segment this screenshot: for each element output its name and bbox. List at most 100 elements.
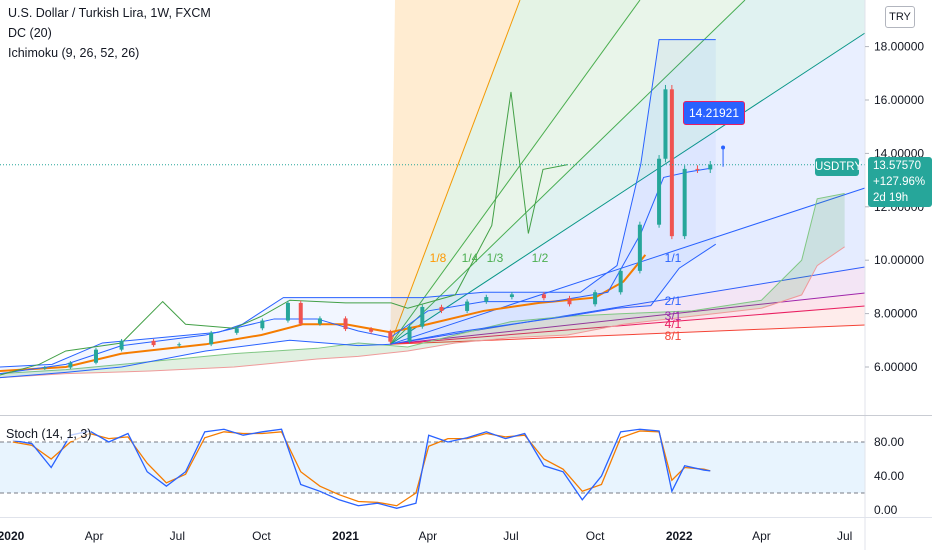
fan-line	[390, 187, 866, 345]
price-tick-label: 8.00000	[874, 307, 918, 321]
symbol-tag: USDTRY	[815, 158, 863, 176]
currency-button[interactable]: TRY	[885, 6, 915, 28]
candle-body	[234, 328, 239, 333]
fan-label: 1/2	[532, 251, 549, 265]
time-tick-label: Jul	[170, 529, 185, 543]
candle-body	[593, 292, 598, 305]
candle-body	[343, 318, 348, 330]
stoch-tick-label: 0.00	[874, 503, 898, 517]
indicator-dc-label[interactable]: DC (20)	[8, 26, 52, 40]
candle-body	[369, 329, 374, 332]
stoch-tick-label: 80.00	[874, 435, 904, 449]
senkou-b-line	[0, 246, 845, 379]
indicator-ichimoku-label[interactable]: Ichimoku (9, 26, 52, 26)	[8, 46, 140, 60]
price-tick-label: 6.00000	[874, 360, 918, 374]
fan-label: 1/8	[430, 251, 447, 265]
time-tick-label: 2020	[0, 529, 25, 543]
gann-fan	[389, 0, 866, 345]
fan-label: 1/3	[487, 251, 504, 265]
time-tick-label: Jul	[503, 529, 518, 543]
fan-line	[390, 305, 866, 345]
candle-body	[541, 294, 546, 299]
candle-body	[260, 320, 265, 329]
time-tick-label: Jul	[837, 529, 852, 543]
fan-zone	[390, 293, 865, 345]
time-tick-label: Oct	[586, 529, 605, 543]
donchian-lower	[0, 243, 717, 379]
stoch-tick-label: 40.00	[874, 469, 904, 483]
fan-labels: 1/8 1/4 1/3 1/2 1/1 2/13/14/18/1	[430, 251, 682, 343]
candle-body	[151, 340, 156, 346]
fan-label: 3/1	[665, 309, 682, 323]
candle-body	[509, 294, 514, 298]
fan-line	[390, 32, 866, 345]
last-price-line	[0, 145, 865, 167]
ichimoku-lines	[0, 91, 712, 376]
candle-body	[567, 298, 572, 305]
fan-label: 8/1	[665, 329, 682, 343]
fan-label: 4/1	[665, 317, 682, 331]
fan-line	[389, 0, 746, 345]
fan-zone	[390, 306, 865, 345]
candle-body	[465, 301, 470, 311]
target-point	[721, 145, 726, 150]
candle-body	[317, 318, 322, 324]
price-tick-label: 14.00000	[874, 146, 924, 160]
donchian-fill	[0, 39, 716, 378]
fan-line	[389, 0, 641, 345]
candle-body	[669, 89, 674, 237]
price-tick-label: 18.00000	[874, 40, 924, 54]
candle-body	[484, 297, 489, 302]
candle-body	[657, 158, 662, 225]
stoch-indicator-label[interactable]: Stoch (14, 1, 3)	[6, 427, 92, 441]
candle-body	[209, 332, 214, 345]
candle-body	[682, 168, 687, 237]
time-tick-label: Apr	[418, 529, 437, 543]
fan-zone	[390, 188, 865, 345]
bar-countdown: 2d 19h	[873, 192, 909, 204]
fan-line	[389, 0, 521, 345]
candle-body	[177, 344, 182, 346]
price-tick-label: 10.00000	[874, 253, 924, 267]
chikou-line	[0, 91, 568, 376]
candle-body	[618, 270, 623, 293]
candle-body	[695, 168, 700, 170]
fan-zone	[390, 33, 865, 345]
time-tick-label: Apr	[85, 529, 104, 543]
candle-body	[439, 306, 444, 311]
fan-zone	[390, 0, 865, 345]
candle-body	[119, 340, 124, 350]
candle-body	[298, 302, 303, 324]
stoch-k-line	[12, 428, 711, 509]
symbol-title: U.S. Dollar / Turkish Lira, 1W, FXCM	[8, 6, 211, 20]
candle-body	[407, 326, 412, 342]
candle-body	[93, 349, 98, 363]
last-price-value: 13.57570	[873, 160, 921, 172]
target-price-value: 14.21921	[688, 106, 740, 120]
candles	[42, 84, 713, 370]
candle-body	[42, 367, 47, 369]
symbol-tag-label: USDTRY	[815, 161, 863, 173]
last-price-tag: 13.57570 +127.96% 2d 19h	[868, 157, 932, 207]
fan-label: 2/1	[665, 294, 682, 308]
change-percent: +127.96%	[873, 176, 926, 188]
time-tick-label: 2022	[666, 529, 693, 543]
fan-label: 1/4	[462, 251, 479, 265]
candle-body	[68, 362, 73, 368]
candle-body	[708, 164, 713, 170]
kijun-line	[0, 254, 647, 373]
candle-body	[388, 331, 393, 342]
stochastic-pane	[0, 428, 865, 509]
candle-body	[663, 89, 668, 159]
candle-body	[420, 306, 425, 327]
fan-line	[390, 324, 866, 345]
fan-line	[390, 292, 866, 345]
time-tick-label: Apr	[752, 529, 771, 543]
candle-body	[637, 224, 642, 271]
price-tick-label: 16.00000	[874, 93, 924, 107]
fan-label: 1/1	[665, 251, 682, 265]
target-price-tag: 14.21921	[683, 101, 745, 125]
stoch-band	[0, 442, 865, 493]
